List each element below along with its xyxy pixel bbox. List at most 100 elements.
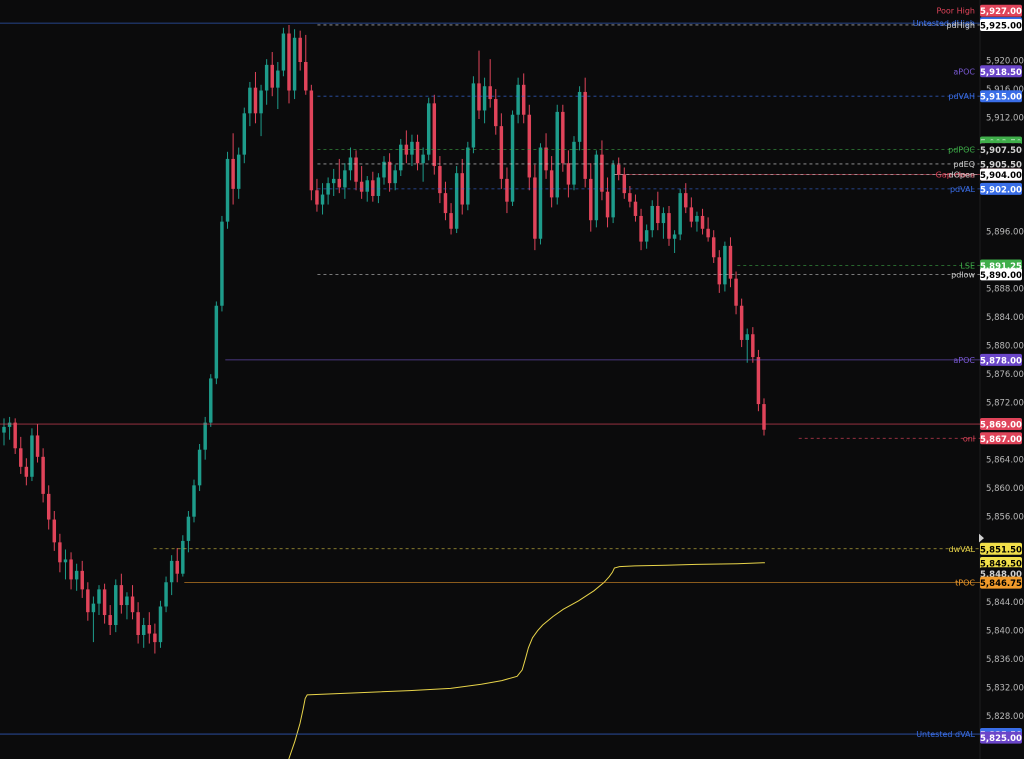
candle-body[interactable] — [376, 177, 381, 196]
candle-body[interactable] — [494, 99, 498, 127]
candle-body[interactable] — [270, 64, 274, 88]
candle-body[interactable] — [231, 158, 235, 189]
candle-body[interactable] — [86, 589, 90, 613]
candle-body[interactable] — [678, 193, 682, 235]
candle-body[interactable] — [572, 141, 576, 185]
candle-body[interactable] — [192, 485, 196, 517]
candle-body[interactable] — [566, 163, 571, 185]
candle-body[interactable] — [114, 585, 118, 626]
candle-body[interactable] — [723, 245, 727, 285]
candle-body[interactable] — [359, 181, 364, 192]
candle-body[interactable] — [616, 164, 621, 175]
candle-body[interactable] — [30, 435, 34, 477]
candle-body[interactable] — [538, 147, 543, 239]
candle-body[interactable] — [432, 103, 437, 167]
candle-body[interactable] — [695, 215, 699, 222]
candle-body[interactable] — [438, 166, 442, 194]
candle-body[interactable] — [600, 154, 604, 192]
candle-body[interactable] — [661, 213, 666, 224]
candle-body[interactable] — [415, 141, 420, 164]
candle-body[interactable] — [343, 170, 347, 188]
candle-body[interactable] — [214, 305, 219, 379]
candle-body[interactable] — [711, 237, 716, 258]
candle-body[interactable] — [181, 540, 185, 574]
candle-body[interactable] — [35, 435, 40, 457]
candle-body[interactable] — [354, 157, 358, 182]
candle-body[interactable] — [549, 170, 554, 198]
candle-body[interactable] — [734, 278, 738, 306]
candle-body[interactable] — [583, 91, 587, 179]
candle-body[interactable] — [46, 493, 51, 520]
candle-body[interactable] — [410, 141, 414, 155]
candle-body[interactable] — [421, 154, 425, 164]
candle-body[interactable] — [706, 228, 710, 238]
candle-body[interactable] — [667, 213, 671, 239]
candle-body[interactable] — [74, 570, 79, 580]
candle-body[interactable] — [164, 582, 168, 607]
candle-body[interactable] — [404, 144, 409, 155]
candle-body[interactable] — [622, 174, 627, 194]
candle-body[interactable] — [505, 178, 509, 202]
candle-body[interactable] — [365, 180, 369, 192]
candle-body[interactable] — [298, 37, 302, 63]
candle-body[interactable] — [348, 157, 353, 171]
candle-body[interactable] — [292, 37, 297, 91]
candle-body[interactable] — [276, 70, 280, 88]
candle-body[interactable] — [499, 126, 504, 179]
candle-body[interactable] — [454, 173, 459, 229]
candle-body[interactable] — [756, 357, 761, 405]
candle-body[interactable] — [315, 190, 319, 205]
candle-body[interactable] — [628, 193, 632, 202]
candle-body[interactable] — [304, 62, 308, 91]
candle-body[interactable] — [482, 86, 487, 111]
candle-body[interactable] — [544, 147, 548, 171]
candle-body[interactable] — [594, 154, 599, 221]
candle-body[interactable] — [13, 422, 17, 449]
candle-body[interactable] — [136, 612, 140, 635]
candle-body[interactable] — [561, 111, 565, 164]
candle-body[interactable] — [382, 161, 386, 178]
candle-body[interactable] — [248, 87, 252, 114]
candle-body[interactable] — [186, 516, 191, 541]
candle-body[interactable] — [158, 606, 163, 643]
candle-body[interactable] — [399, 144, 403, 171]
candle-body[interactable] — [130, 596, 135, 613]
candle-body[interactable] — [80, 570, 84, 590]
candle-body[interactable] — [91, 603, 96, 613]
candle-body[interactable] — [63, 559, 68, 563]
candle-body[interactable] — [516, 84, 520, 115]
candle-body[interactable] — [521, 84, 526, 115]
candle-body[interactable] — [449, 213, 453, 229]
candle-body[interactable] — [203, 422, 207, 450]
candle-body[interactable] — [125, 596, 129, 606]
candle-body[interactable] — [393, 170, 397, 184]
candle-body[interactable] — [52, 519, 57, 543]
candle-body[interactable] — [102, 589, 107, 616]
candle-body[interactable] — [2, 426, 6, 433]
candle-body[interactable] — [169, 560, 174, 583]
candle-body[interactable] — [751, 334, 755, 358]
candle-body[interactable] — [58, 542, 62, 563]
candle-body[interactable] — [287, 33, 291, 91]
candle-body[interactable] — [672, 234, 677, 239]
candle-body[interactable] — [650, 205, 654, 231]
candle-body[interactable] — [24, 466, 29, 477]
candle-body[interactable] — [220, 221, 224, 306]
candle-body[interactable] — [119, 585, 124, 606]
candle-body[interactable] — [147, 625, 152, 634]
candle-body[interactable] — [153, 633, 157, 643]
candle-body[interactable] — [197, 449, 202, 486]
candle-body[interactable] — [605, 191, 610, 218]
candle-body[interactable] — [141, 625, 146, 635]
candle-body[interactable] — [281, 33, 286, 71]
candle-body[interactable] — [488, 86, 492, 100]
candle-body[interactable] — [700, 215, 705, 229]
candle-body[interactable] — [259, 90, 263, 114]
candle-body[interactable] — [69, 559, 73, 580]
candle-body[interactable] — [633, 201, 638, 216]
candle-body[interactable] — [762, 404, 766, 430]
candle-body[interactable] — [337, 178, 342, 188]
candle-body[interactable] — [7, 422, 12, 427]
candle-body[interactable] — [689, 207, 694, 222]
